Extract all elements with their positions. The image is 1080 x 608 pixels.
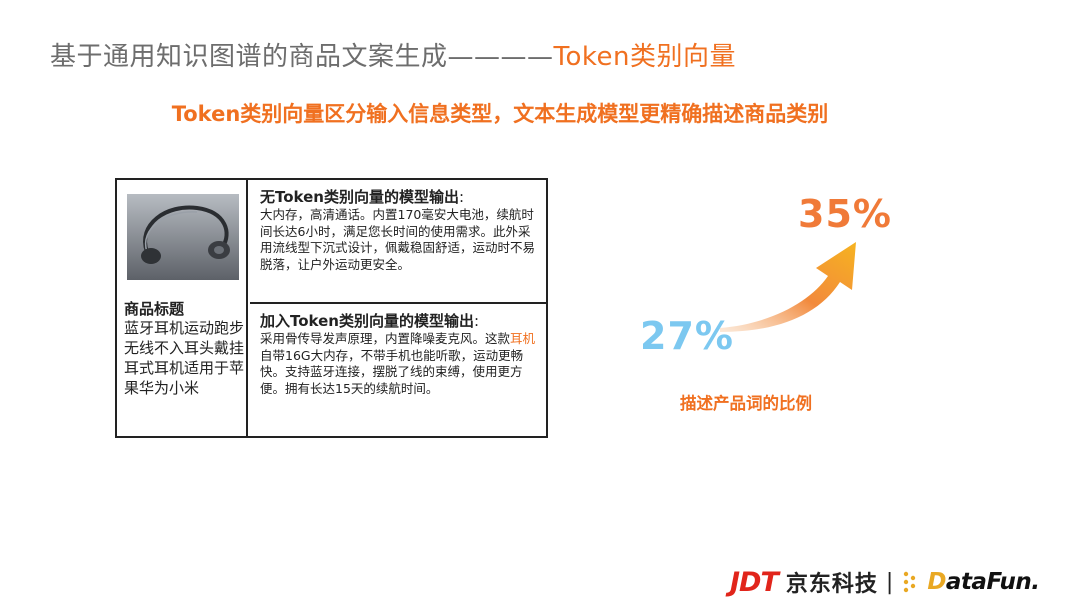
output-without-token: 无Token类别向量的模型输出: 大内存，高清通话。内置170毫安大电池，续航时… — [250, 180, 546, 304]
datafun-logo: DataFun. — [927, 569, 1040, 595]
product-column: 商品标题 蓝牙耳机运动跑步无线不入耳头戴挂耳式耳机适用于苹果华为小米 — [117, 180, 248, 436]
stat-after-value: 35% — [798, 192, 892, 236]
chart-caption: 描述产品词的比例 — [680, 394, 812, 413]
product-title-text: 蓝牙耳机运动跑步无线不入耳头戴挂耳式耳机适用于苹果华为小米 — [124, 319, 245, 397]
product-image — [127, 194, 239, 280]
comparison-table: 商品标题 蓝牙耳机运动跑步无线不入耳头戴挂耳式耳机适用于苹果华为小米 无Toke… — [115, 178, 548, 438]
output-without-heading: 无Token类别向量的模型输出: — [260, 188, 465, 206]
page-title-accent: Token类别向量 — [553, 42, 736, 72]
datafun-dots-icon — [904, 571, 916, 593]
output-with-heading: 加入Token类别向量的模型输出: — [260, 312, 480, 330]
stat-before-value: 27% — [640, 314, 734, 358]
footer-logos: JDT 京东科技 | DataFun. — [730, 565, 1040, 599]
growth-arrow-icon — [720, 242, 856, 332]
product-title-label: 商品标题 — [124, 300, 185, 318]
logo-separator: | — [885, 569, 894, 595]
highlighted-keyword: 耳机 — [510, 331, 536, 346]
jdt-logo: JDT — [730, 566, 779, 598]
page-title: 基于通用知识图谱的商品文案生成————Token类别向量 — [50, 36, 736, 73]
page-subtitle: Token类别向量区分输入信息类型，文本生成模型更精确描述商品类别 — [171, 102, 829, 126]
output-with-token: 加入Token类别向量的模型输出: 采用骨传导发声原理，内置降噪麦克风。这款耳机… — [250, 304, 546, 436]
output-without-text: 大内存，高清通话。内置170毫安大电池，续航时间长达6小时，满足您长时间的使用需… — [260, 207, 536, 272]
output-with-text: 采用骨传导发声原理，内置降噪麦克风。这款耳机自带16G大内存，不带手机也能听歌，… — [260, 331, 536, 396]
jdt-logo-text: 京东科技 — [785, 572, 878, 597]
headphone-image-icon — [127, 194, 239, 280]
page-title-main: 基于通用知识图谱的商品文案生成———— — [50, 42, 554, 72]
